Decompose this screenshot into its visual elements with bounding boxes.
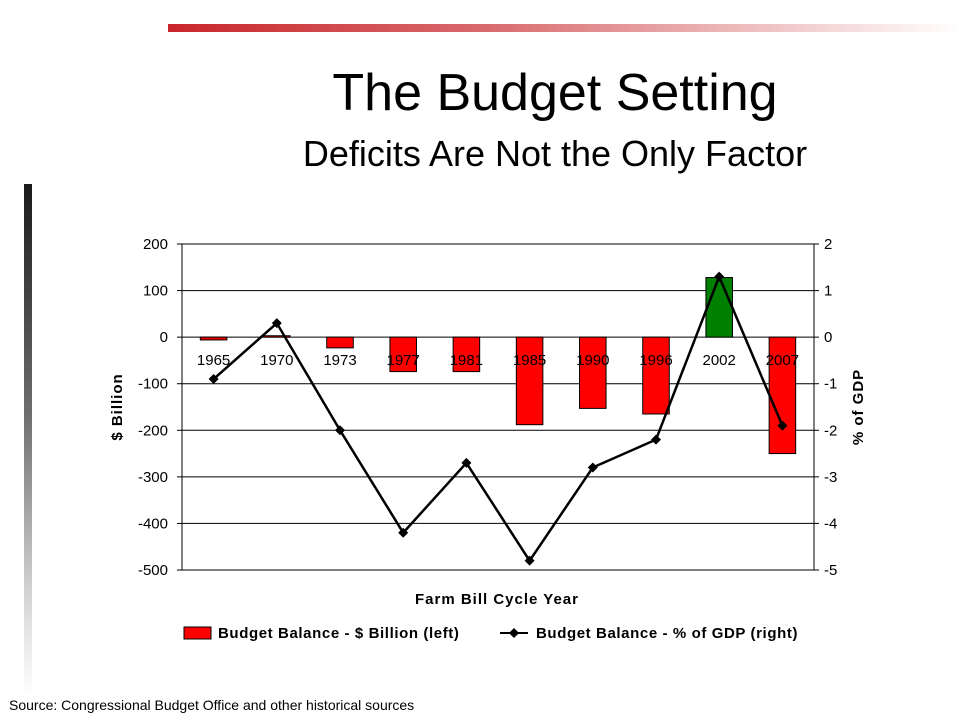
x-tick-label: 1965 [197,352,230,369]
bar [515,336,544,426]
y-tick-label: 200 [143,236,168,253]
bar [642,336,670,415]
top-accent-bar [168,24,960,32]
y2-tick-label: -5 [824,562,837,579]
legend-swatch-bar [183,626,212,640]
y-tick-label: 0 [160,329,168,346]
x-tick-label: 1985 [513,352,546,369]
bar [768,336,797,455]
line-point-marker [651,434,661,445]
bar [579,336,607,409]
y-tick-label: -100 [138,376,168,393]
y2-tick-label: -4 [824,515,837,532]
y2-tick-label: -3 [824,469,837,486]
y2-tick-label: -1 [824,376,837,393]
gdp-line [212,273,784,563]
line-point-marker [398,527,409,538]
source-note: Source: Congressional Budget Office and … [9,697,415,713]
x-tick-label: 1990 [576,352,609,369]
y2-axis-label: % of GDP [850,369,867,445]
legend-label-line: Budget Balance - % of GDP (right) [536,625,798,642]
y2-tick-label: 0 [824,329,832,346]
side-accent-bar [24,184,32,696]
y-tick-label: 100 [143,283,168,300]
legend: Budget Balance - $ Billion (left) Budget… [183,625,798,642]
y-tick-label: -200 [138,422,168,439]
page-subtitle: Deficits Are Not the Only Factor [302,133,808,174]
y-tick-label: -500 [138,562,168,579]
legend-diamond-marker [509,628,519,638]
line-point-marker [587,462,598,473]
y2-tick-label: 1 [824,283,832,300]
y2-tick-label: 2 [824,236,832,253]
y-tick-label: -400 [138,515,168,532]
x-tick-label: 1970 [260,352,293,369]
bar [705,277,733,338]
bar [389,336,417,373]
bar [452,336,481,373]
x-axis-label: Farm Bill Cycle Year [415,591,579,608]
line-point-marker [335,425,345,436]
y-axis-label: $ Billion [109,373,126,440]
y2-tick-label: -2 [824,422,837,439]
line-point-marker [271,318,282,329]
x-tick-label: 1981 [450,352,483,369]
line-point-marker [208,374,219,385]
budget-chart: 200 100 0 -100 -200 -300 -400 -500 2 1 0 -1 -2 -3 -4 -5… [109,236,867,642]
x-tick-label: 1996 [639,352,672,369]
x-tick-label: 2007 [766,352,799,369]
line-point-marker [524,555,535,566]
page-title: The Budget Setting [332,64,778,122]
line-point-marker [777,420,788,431]
x-tick-label: 2002 [703,352,736,369]
x-tick-label: 1973 [323,352,356,369]
line-point-marker [461,457,472,468]
x-tick-label: 1977 [387,352,420,369]
line-point-marker [714,271,725,282]
y-tick-label: -300 [138,469,168,486]
legend-label-bar: Budget Balance - $ Billion (left) [218,625,459,642]
bar [199,336,228,341]
bar [326,336,354,349]
